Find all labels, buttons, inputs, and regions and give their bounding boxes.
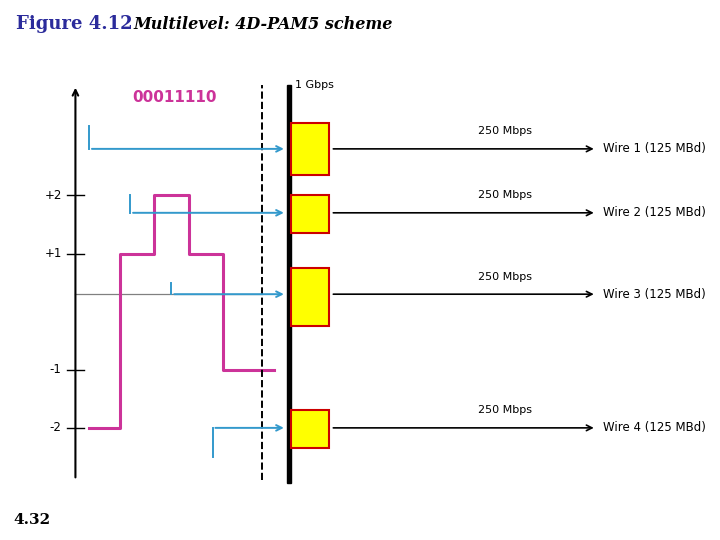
Text: Wire 1 (125 MBd): Wire 1 (125 MBd)	[603, 143, 706, 156]
Text: Wire 3 (125 MBd): Wire 3 (125 MBd)	[603, 288, 706, 301]
Text: 250 Mbps: 250 Mbps	[477, 190, 531, 200]
Text: 250 Mbps: 250 Mbps	[477, 406, 531, 415]
Text: Wire 4 (125 MBd): Wire 4 (125 MBd)	[603, 421, 706, 434]
Text: -1: -1	[50, 363, 62, 376]
Text: 250 Mbps: 250 Mbps	[477, 126, 531, 136]
Text: 1 Gbps: 1 Gbps	[294, 80, 333, 90]
Text: +1: +1	[45, 247, 62, 260]
Text: 4.32: 4.32	[13, 513, 50, 527]
Bar	[287, 85, 292, 483]
Bar	[292, 268, 329, 326]
Text: -2: -2	[50, 421, 62, 434]
Text: 250 Mbps: 250 Mbps	[477, 272, 531, 282]
Bar	[292, 123, 329, 175]
Text: 00011110: 00011110	[132, 90, 217, 105]
Bar	[292, 410, 329, 448]
Text: Multilevel: 4D-PAM5 scheme: Multilevel: 4D-PAM5 scheme	[133, 16, 392, 32]
Bar	[292, 195, 329, 233]
Text: Wire 2 (125 MBd): Wire 2 (125 MBd)	[603, 206, 706, 219]
Text: Figure 4.12: Figure 4.12	[16, 15, 132, 33]
Text: +2: +2	[45, 189, 62, 202]
